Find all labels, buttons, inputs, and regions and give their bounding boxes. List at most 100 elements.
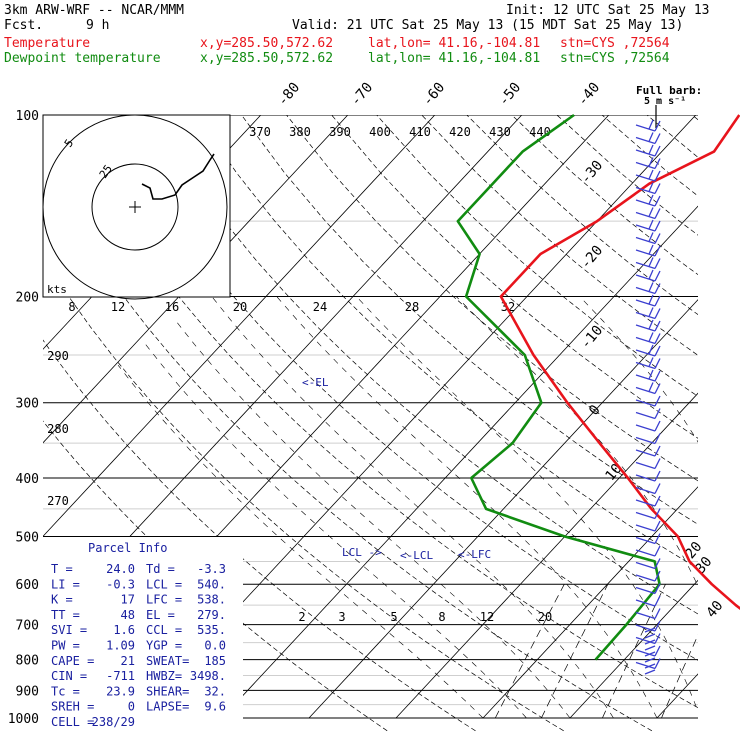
isotherm-line <box>569 579 698 719</box>
moist-adiabat <box>117 365 484 719</box>
dry-adiabat <box>601 115 698 197</box>
mixing-ratio-label: 12 <box>480 610 494 624</box>
isotherm-label: -70 <box>348 80 377 110</box>
wind-barb <box>635 433 661 445</box>
dewpoint-line <box>456 113 661 661</box>
profiles: <-EL LCL -> <-LCL <-LFC <box>302 113 740 661</box>
mixing-ratio-line <box>661 634 698 719</box>
wind-barb <box>635 332 661 345</box>
wind-barb <box>635 319 661 332</box>
dry-adiabat <box>376 115 698 397</box>
theta-label: 400 <box>369 125 391 139</box>
wind-barb <box>635 583 661 595</box>
pressure-tick-label: 900 <box>16 684 39 699</box>
wind-barb <box>635 620 661 632</box>
parcel-label: EL = <box>146 608 175 622</box>
parcel-value: 0 <box>128 700 135 714</box>
moist-adiabat <box>176 321 571 719</box>
wind-barb <box>635 269 661 282</box>
mixing-ratio-label: 2 <box>298 610 305 624</box>
isotherm-line <box>43 115 349 444</box>
wind-barb <box>635 182 661 195</box>
parcel-title: Parcel Info <box>88 541 167 555</box>
parcel-label: T = <box>51 562 73 576</box>
wind-barb <box>635 483 661 495</box>
wind-barb <box>644 627 656 633</box>
moist-adiabat <box>356 296 698 713</box>
wind-barb <box>635 194 661 207</box>
parcel-label: CELL = <box>51 715 94 729</box>
parcel-label: HWBZ= <box>146 669 182 683</box>
parcel-value: 24.0 <box>106 562 135 576</box>
parcel-value: 32. <box>204 684 226 698</box>
temperature-line <box>499 114 740 611</box>
barb-key-units: 5 m s⁻¹ <box>644 96 686 107</box>
isotherm-label: 40 <box>703 598 726 621</box>
hodograph-speed-label: 24 <box>313 300 327 314</box>
hodograph-speed-label: 8 <box>68 300 75 314</box>
theta-label: 290 <box>47 349 69 363</box>
dry-adiabat <box>691 115 698 121</box>
pressure-tick-label: 1000 <box>8 712 39 727</box>
valid-time: Valid: 21 UTC Sat 25 May 13 (15 MDT Sat … <box>292 18 684 33</box>
wind-barb <box>635 420 661 432</box>
parcel-value: 238/29 <box>92 715 135 729</box>
theta-label: 270 <box>47 494 69 508</box>
parcel-box <box>43 537 243 732</box>
dry-adiabat <box>196 115 698 570</box>
hodograph-ring-label: 25 <box>97 162 115 180</box>
moist-adiabat <box>145 344 527 719</box>
wind-barb <box>635 157 661 170</box>
isotherm-label: -60 <box>420 80 449 110</box>
wind-barb <box>635 369 661 382</box>
parcel-label: YGP = <box>146 639 182 653</box>
wind-barb <box>635 408 661 420</box>
wind-barb <box>635 119 661 132</box>
wind-barb <box>635 495 661 507</box>
pressure-tick-label: 600 <box>16 578 39 593</box>
wind-barbs <box>635 119 661 675</box>
barb-key-label: Full barb: <box>636 84 702 97</box>
wind-barb <box>644 639 656 645</box>
level-annotation: LCL -> <box>342 546 382 559</box>
hodograph-speed-label: 20 <box>233 300 247 314</box>
theta-label: 440 <box>529 125 551 139</box>
pressure-tick-label: 400 <box>16 472 39 487</box>
isotherm-label: -30 <box>578 158 607 188</box>
parcel-value: 535. <box>197 623 226 637</box>
parcel-value: 9.6 <box>204 700 226 714</box>
temp-stn: stn=CYS ,72564 <box>560 36 670 51</box>
parcel-label: SVI = <box>51 623 87 637</box>
parcel-value: 21 <box>121 654 135 668</box>
wind-barb <box>635 595 661 607</box>
dew-stn: stn=CYS ,72564 <box>560 51 670 66</box>
parcel-label: CCL = <box>146 623 182 637</box>
dry-adiabat <box>286 115 698 482</box>
parcel-label: CIN = <box>51 669 87 683</box>
dry-adiabat <box>466 115 698 316</box>
theta-label: 420 <box>449 125 471 139</box>
moist-adiabat <box>276 296 658 719</box>
parcel-value: 1.09 <box>106 639 135 653</box>
moist-adiabat <box>579 296 698 443</box>
parcel-value: 48 <box>121 608 135 622</box>
moist-adiabat <box>211 296 614 719</box>
dry-adiabat <box>511 115 698 276</box>
wind-barb <box>644 663 656 669</box>
parcel-label: CAPE = <box>51 654 94 668</box>
parcel-value: -0.3 <box>106 577 135 591</box>
isotherm-line <box>43 115 436 537</box>
parcel-value: 3498. <box>190 669 226 683</box>
parcel-label: Td = <box>146 562 175 576</box>
dry-adiabat <box>43 256 564 732</box>
dry-adiabat <box>105 115 698 661</box>
wind-barb <box>635 144 661 157</box>
wind-barb <box>635 533 661 545</box>
temp-legend: Temperature <box>4 36 91 51</box>
init-time: Init: 12 UTC Sat 25 May 13 <box>506 3 710 18</box>
wind-barb <box>635 658 661 670</box>
wind-barb <box>635 282 661 295</box>
wind-barb <box>635 458 661 470</box>
dry-adiabat <box>43 339 476 732</box>
mixing-ratio-line <box>494 584 565 719</box>
